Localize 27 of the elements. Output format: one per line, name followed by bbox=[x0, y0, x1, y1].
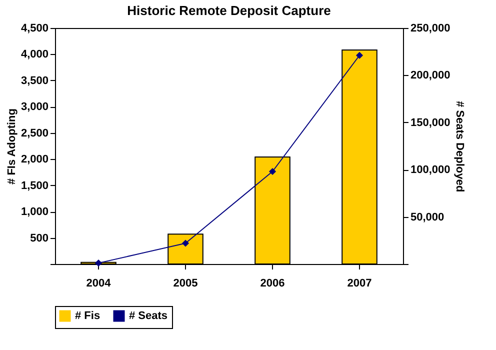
chart-title: Historic Remote Deposit Capture bbox=[127, 3, 331, 18]
y-tick-label: 3,500 bbox=[20, 74, 48, 87]
y2-tick-label: 100,000 bbox=[410, 164, 450, 176]
y2-axis-title: # Seats Deployed bbox=[453, 100, 466, 192]
y-tick-label: 2,500 bbox=[20, 127, 48, 140]
x-tick-label: 2004 bbox=[86, 278, 112, 290]
point bbox=[268, 168, 276, 176]
y-tick-label: 1,500 bbox=[20, 180, 48, 192]
y2-tick-label: 200,000 bbox=[410, 70, 450, 82]
point bbox=[182, 240, 190, 247]
y-tick-label: 2,000 bbox=[20, 154, 48, 166]
y-tick-label: 3,000 bbox=[20, 101, 48, 114]
y-tick-label: 1,000 bbox=[20, 206, 48, 218]
y-axis-title: # FIs Adopting bbox=[6, 108, 18, 184]
legend-label: # Fis bbox=[75, 310, 100, 322]
y-tick-label: 4,500 bbox=[20, 22, 48, 34]
y-tick-label: 500 bbox=[30, 232, 48, 244]
x-tick-label: 2007 bbox=[347, 278, 372, 290]
x-tick-label: 2006 bbox=[260, 278, 285, 290]
x-tick-label: 2005 bbox=[173, 278, 198, 290]
point bbox=[94, 260, 102, 267]
y2-tick-label: 250,000 bbox=[410, 22, 450, 34]
y2-tick-label: 50,000 bbox=[410, 211, 444, 224]
y2-tick-label: 150,000 bbox=[410, 116, 450, 129]
y-tick-label: 4,000 bbox=[20, 48, 48, 61]
point bbox=[356, 52, 364, 59]
legend-label: # Seats bbox=[129, 310, 168, 322]
